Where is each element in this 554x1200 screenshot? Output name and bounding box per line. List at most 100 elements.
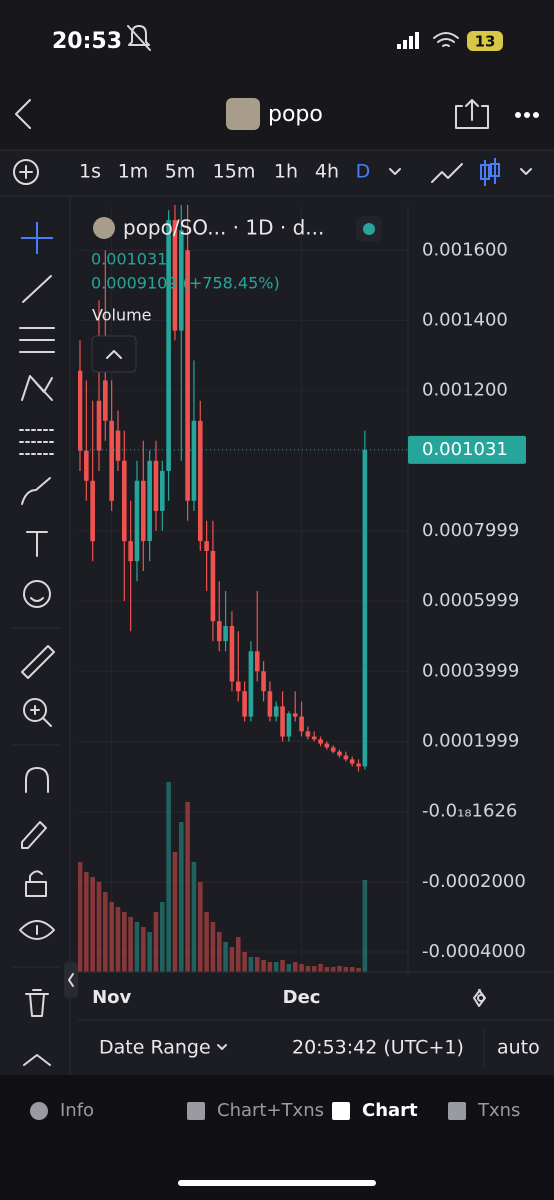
battery (467, 31, 503, 51)
interval-button[interactable]: 5m (165, 161, 196, 183)
volume-bar (134, 922, 140, 972)
volume-bar (280, 960, 285, 972)
volume-bar (115, 907, 121, 972)
candle-body (96, 400, 102, 451)
more-button[interactable] (515, 112, 539, 118)
projection-tool[interactable] (19, 429, 55, 455)
candle-type[interactable] (480, 158, 500, 186)
interval-button[interactable]: 1s (79, 161, 101, 183)
ruler-tool[interactable] (21, 645, 55, 679)
volume-bar (96, 882, 102, 972)
volume-bar (254, 957, 260, 972)
candle-body (248, 651, 254, 717)
legend-avatar (93, 217, 115, 239)
volume-bar (141, 927, 146, 972)
volume-bar (103, 892, 108, 972)
live-dot (363, 223, 375, 235)
more-tools[interactable] (23, 1054, 51, 1066)
interval-button[interactable]: 15m (213, 161, 256, 183)
collapse-legend-arrow (106, 350, 122, 359)
drawing-toolbar (0, 197, 70, 1075)
zoom-tool[interactable] (23, 698, 52, 727)
volume-bar (172, 852, 178, 972)
tab[interactable]: Chart+Txns (217, 1100, 324, 1121)
volume-bar (204, 912, 209, 972)
legend-change: 0.0009109 (+758.45%) (91, 274, 280, 293)
pattern-tool[interactable] (21, 375, 53, 401)
candle-body (362, 449, 368, 767)
tab[interactable]: Txns (477, 1100, 520, 1121)
x-tick-label: Nov (92, 987, 131, 1008)
candle-body (337, 751, 342, 756)
share-button[interactable] (455, 99, 489, 129)
last-price-badge (408, 435, 526, 464)
type-dropdown[interactable] (520, 168, 532, 175)
tab[interactable]: Chart (362, 1100, 418, 1121)
interval-button[interactable]: D (356, 161, 371, 183)
visibility-tool[interactable] (19, 920, 55, 940)
volume-bar (153, 912, 159, 972)
candle-body (153, 460, 159, 511)
y-tick-label: 0.0003999 (422, 660, 519, 681)
candle-body (356, 763, 361, 767)
volume-bar (191, 862, 197, 972)
delete-tool[interactable] (25, 989, 49, 1017)
y-tick-label: 0.001600 (422, 239, 508, 260)
y-tick-label: 0.001400 (422, 309, 508, 330)
magnet-tool[interactable] (25, 767, 49, 793)
interval-button[interactable]: 4h (315, 161, 339, 183)
volume-bar (235, 937, 241, 972)
lock-drawing-tool[interactable] (21, 821, 47, 849)
tab[interactable]: Info (60, 1100, 94, 1121)
timezone[interactable]: 20:53:42 (UTC+1) (292, 1037, 464, 1059)
line-type[interactable] (431, 163, 463, 183)
volume-bar (337, 966, 342, 972)
interval-button[interactable]: 1h (274, 161, 298, 183)
fib-tool[interactable] (19, 327, 55, 353)
candle-body (216, 621, 222, 642)
brush-tool[interactable] (21, 477, 51, 505)
collapse-legend[interactable] (91, 335, 137, 373)
volume-bar (223, 942, 228, 972)
candle-body (103, 380, 108, 421)
price-axis: 0.001600 0.001400 0.001200 0.0007999 0.00059… (408, 239, 526, 962)
candle-body (299, 716, 304, 732)
date-range-button[interactable]: Date Range (99, 1037, 211, 1059)
scale-mode[interactable]: auto (497, 1037, 540, 1059)
crosshair-tool[interactable] (21, 222, 53, 254)
candle-body (349, 759, 355, 764)
volume-bar (343, 967, 349, 972)
candle-body (178, 230, 184, 331)
candle-body (343, 755, 349, 760)
add-indicator[interactable] (13, 159, 39, 185)
candle-body (122, 460, 127, 542)
interval-button[interactable]: 1m (118, 161, 149, 183)
candle-body (330, 747, 336, 752)
candles (78, 205, 408, 772)
interval-dropdown[interactable] (389, 168, 401, 175)
emoji-tool[interactable] (23, 580, 51, 608)
candle-body (191, 420, 197, 501)
lock-tool[interactable] (25, 870, 47, 897)
date-range-arrow (217, 1044, 227, 1050)
candle-body (147, 460, 152, 542)
axis-settings[interactable] (473, 989, 486, 1007)
top-bar (0, 0, 554, 150)
collapse-toolbar[interactable] (64, 962, 78, 998)
clock: 20:53 (52, 29, 122, 54)
candle-body (242, 691, 247, 717)
volume-bar (159, 902, 165, 972)
trendline-tool[interactable] (22, 275, 52, 303)
candle-body (128, 541, 133, 562)
volume-bar (210, 922, 216, 972)
candle-body (261, 671, 266, 692)
candle-body (311, 736, 317, 740)
back-button[interactable] (15, 99, 31, 129)
text-tool[interactable] (26, 531, 48, 557)
volume-bar (362, 880, 368, 972)
volume-bar (147, 932, 152, 972)
volume-bar (242, 952, 247, 972)
candle-body (286, 713, 292, 737)
grid (78, 205, 408, 972)
last-price-label: 0.001031 (422, 439, 508, 460)
